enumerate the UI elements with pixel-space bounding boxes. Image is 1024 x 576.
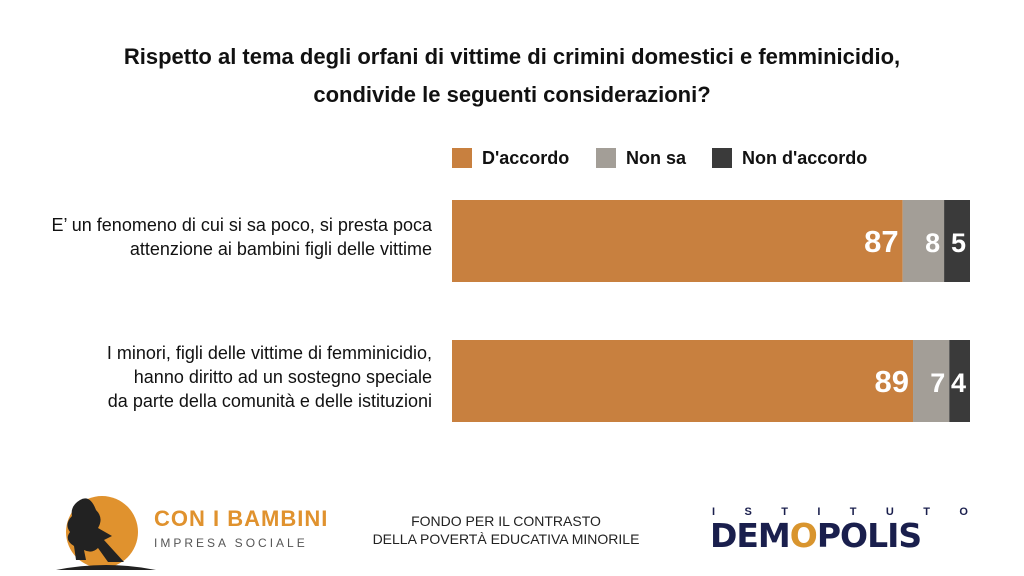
demopolis-letter: O: [959, 506, 968, 518]
demopolis-part: DEM: [710, 516, 791, 555]
bar-non-sa-row2: [913, 340, 950, 422]
chart-title-line2: condivide le seguenti considerazioni?: [313, 82, 711, 107]
legend-label-non-sa: Non sa: [626, 147, 687, 168]
data-label-non-accordo-row2: 4: [951, 368, 966, 398]
chart-title: Rispetto al tema degli orfani di vittime…: [0, 38, 1024, 114]
demopolis-letter: U: [885, 506, 894, 518]
legend-item-non-accordo: Non d'accordo: [712, 146, 867, 170]
bar-accordo-row2: [452, 340, 914, 422]
data-label-non-sa-row1: 8: [925, 228, 940, 258]
demopolis-letter: I: [817, 506, 821, 518]
data-label-non-sa-row2: 7: [930, 368, 945, 398]
demopolis-letter: I: [712, 506, 716, 518]
category-label-1: E’ un fenomeno di cui si sa poco, si pre…: [51, 215, 432, 259]
chart-title-line1: Rispetto al tema degli orfani di vittime…: [123, 44, 901, 69]
category-label-2: I minori, figli delle vittime di femmini…: [106, 343, 432, 411]
demopolis-o: O: [789, 516, 818, 555]
brand-subtitle: IMPRESA SOCIALE: [154, 536, 308, 550]
demopolis-logo: DEMOPOLIS: [710, 516, 970, 555]
legend-item-non-sa: Non sa: [596, 146, 686, 170]
legend-label-non-accordo: Non d'accordo: [742, 147, 868, 168]
bar-non-accordo-row2: [949, 340, 970, 422]
legend-swatch-accordo: [452, 148, 472, 168]
data-label-accordo-row1: 87: [864, 224, 898, 259]
legend-item-accordo: D'accordo: [452, 146, 569, 170]
bar-non-sa-row1: [902, 200, 945, 282]
bar-accordo-row1: [452, 200, 903, 282]
con-i-bambini-logo-icon: [56, 496, 156, 570]
data-label-accordo-row2: 89: [875, 364, 909, 399]
demopolis-letter: T: [781, 506, 788, 518]
legend-swatch-non-sa: [596, 148, 616, 168]
demopolis-letter: T: [923, 506, 930, 518]
demopolis-part: POLIS: [816, 516, 922, 555]
fund-caption-line2: DELLA POVERTÀ EDUCATIVA MINORILE: [372, 531, 640, 547]
data-label-non-accordo-row1: 5: [951, 228, 966, 258]
legend-label-accordo: D'accordo: [482, 147, 570, 168]
bar-non-accordo-row1: [944, 200, 970, 282]
brand-name: CON I BAMBINI: [154, 506, 329, 531]
fund-caption: FONDO PER IL CONTRASTO DELLA POVERTÀ EDU…: [350, 512, 662, 548]
fund-caption-line1: FONDO PER IL CONTRASTO: [411, 513, 601, 529]
demopolis-istituto: I S T I T U T O: [712, 506, 968, 518]
demopolis-letter: T: [849, 506, 857, 518]
legend-swatch-non-accordo: [712, 148, 732, 168]
demopolis-letter: S: [744, 506, 752, 518]
